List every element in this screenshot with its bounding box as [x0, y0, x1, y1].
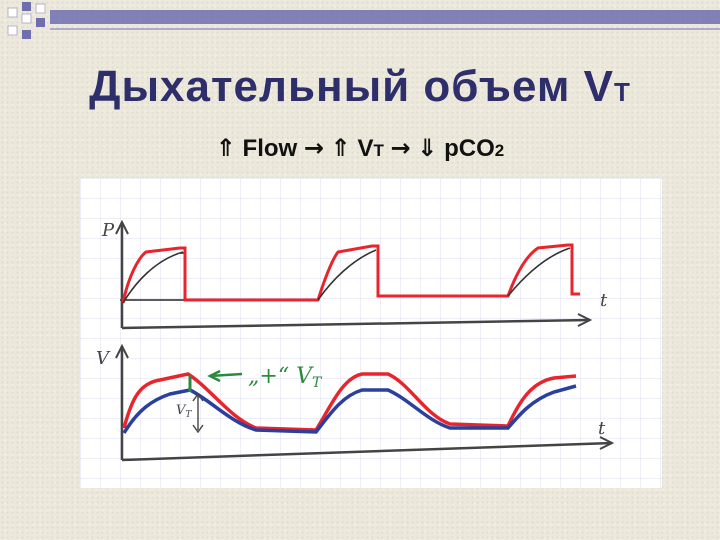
arrowhead-icon — [115, 219, 129, 235]
up-arrow-icon: ⇑ — [330, 134, 351, 162]
pressure-time-axis — [121, 318, 591, 330]
waveform-figure: P t „+“ VT VT V t — [80, 178, 662, 488]
pressure-black-curve — [122, 247, 571, 304]
arrowhead-icon — [115, 343, 129, 359]
vt-dimension-arrow — [192, 392, 204, 434]
volume-panel: „+“ VT VT V t — [96, 343, 615, 462]
slide-title: Дыхательный объем VT — [0, 62, 720, 112]
volume-red-curve — [122, 372, 577, 432]
right-arrow-icon: → — [390, 134, 411, 162]
volume-axis-label: V — [96, 348, 111, 369]
pressure-axis-label: P — [101, 220, 115, 241]
down-arrow-icon: ⇓ — [417, 134, 438, 162]
pressure-panel: P t — [101, 219, 608, 330]
formula-flow: Flow — [242, 135, 298, 162]
formula-vt: VT — [357, 135, 384, 162]
formula-pco2: pCO2 — [444, 135, 505, 162]
corner-decoration — [7, 2, 720, 39]
formula-line: ⇑ Flow → ⇑ VT → ⇓ pCO2 — [0, 134, 720, 163]
volume-time-label: t — [598, 418, 606, 439]
annotation-arrow-icon — [207, 369, 243, 383]
volume-blue-curve — [122, 384, 577, 434]
title-subscript: T — [613, 77, 631, 107]
arrowhead-icon — [577, 313, 593, 327]
title-text: Дыхательный объем V — [89, 62, 614, 111]
right-arrow-icon: → — [303, 134, 324, 162]
volume-time-axis — [121, 441, 613, 462]
vt-marker-label: VT — [176, 403, 192, 420]
arrowhead-icon — [599, 436, 615, 450]
waveform-svg: P t „+“ VT VT V t — [80, 178, 662, 488]
graph-paper-grid — [80, 178, 662, 488]
pressure-time-label: t — [600, 290, 608, 311]
up-arrow-icon: ⇑ — [215, 134, 236, 162]
vt-annotation: „+“ VT — [248, 364, 323, 391]
pressure-red-curve — [121, 243, 580, 304]
